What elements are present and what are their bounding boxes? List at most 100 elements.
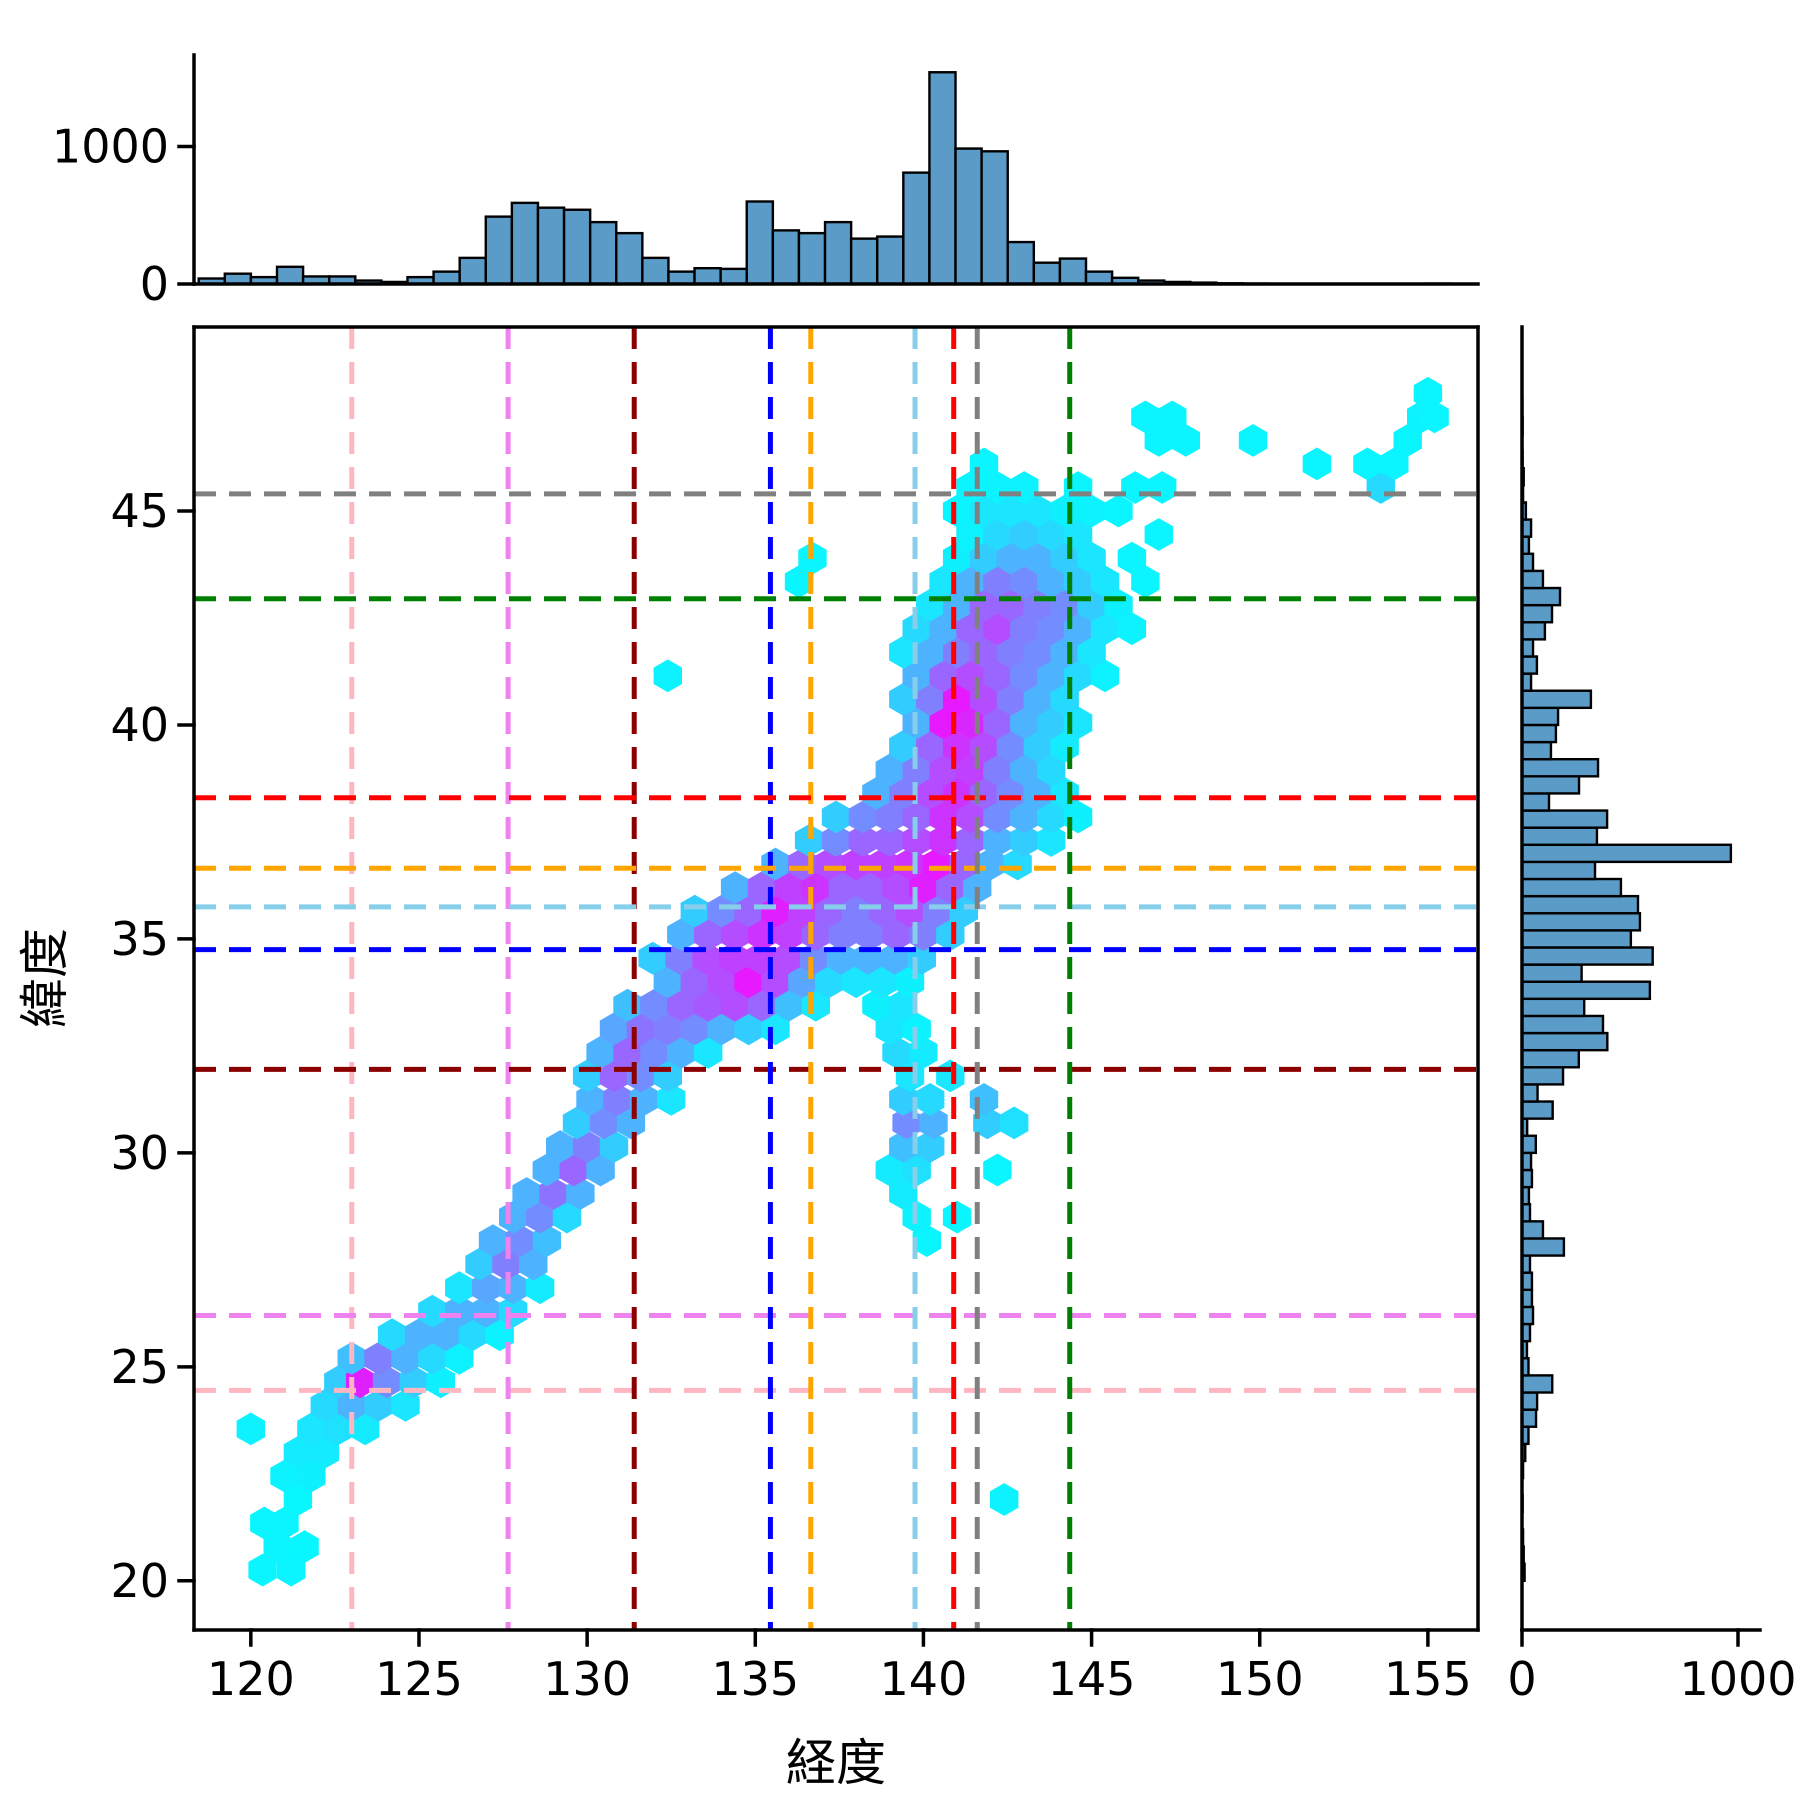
hex-cell [916, 635, 945, 669]
hex-cell [297, 1412, 326, 1446]
hex-cell [720, 918, 750, 951]
hex-cell [1090, 565, 1120, 598]
hex-cell [983, 518, 1012, 551]
hex-cell [815, 965, 844, 999]
hex-cell [694, 918, 723, 951]
hex-cell [599, 1012, 629, 1046]
hex-cell [1353, 447, 1382, 481]
hex-cell [603, 1083, 632, 1116]
top-hist-bar [615, 231, 644, 286]
hex-cell [418, 1341, 447, 1375]
right-hist-bar [1520, 1048, 1581, 1069]
hex-cell [1037, 800, 1066, 834]
hex-cell [630, 1083, 659, 1116]
top-hist-bar [667, 270, 696, 286]
hex-cell [1010, 659, 1039, 693]
hex-cell [445, 1341, 474, 1375]
hex-cell [875, 824, 904, 857]
hex-cell [694, 988, 723, 1022]
hexbin-layer [236, 376, 1449, 1587]
hex-cell [707, 1012, 736, 1046]
hex-cell [589, 1106, 619, 1140]
hex-cell [996, 635, 1026, 669]
hex-cell [942, 777, 972, 810]
top-hist-bar [797, 231, 827, 286]
y-tick-label: 30 [110, 1126, 169, 1180]
top-hist-bar [928, 71, 957, 286]
hex-cell [916, 1130, 945, 1163]
hex-cell [902, 824, 931, 857]
hex-cell [1037, 518, 1066, 551]
x-tick-label: 150 [1216, 1652, 1304, 1706]
hex-cell [248, 1553, 277, 1587]
hex-cell [1023, 682, 1052, 716]
hex-cell [942, 730, 972, 763]
hex-cell [1037, 706, 1066, 740]
hex-cell [942, 494, 972, 528]
hex-cell [828, 918, 857, 951]
hex-cell [1144, 424, 1173, 457]
hex-cell [364, 1341, 393, 1375]
hex-cell [815, 894, 844, 928]
hex-cell [532, 1153, 561, 1187]
hex-cell [546, 1130, 575, 1163]
hex-cell [1023, 635, 1052, 669]
hex-cell [929, 706, 958, 740]
hex-cell [1077, 541, 1106, 575]
right-hist-bar [1520, 1100, 1554, 1120]
top-hist-bar [745, 200, 775, 286]
hex-cell [855, 871, 884, 904]
top-hist-bar [693, 266, 722, 286]
hex-cell [889, 777, 918, 810]
hex-cell [855, 918, 884, 951]
y-tick-label: 45 [110, 484, 169, 538]
hex-cell [983, 800, 1012, 834]
hex-cell [848, 800, 878, 834]
top-hist-bar [510, 201, 540, 286]
x-tick-label: 125 [375, 1652, 463, 1706]
hex-cell [1131, 400, 1160, 434]
right-hist-bar [1520, 740, 1553, 761]
y-tick-label: 25 [110, 1340, 169, 1394]
hex-cell [996, 494, 1026, 528]
right-hist-bar [1520, 621, 1547, 641]
hex-cell [1010, 753, 1039, 787]
right-hist-bar [1520, 1134, 1538, 1155]
hex-cell [996, 730, 1026, 763]
hex-cell [559, 1153, 588, 1187]
hex-cell [889, 730, 918, 763]
hex-cell [1158, 400, 1187, 434]
right-hist-bar [1520, 997, 1586, 1018]
hex-cell [990, 1483, 1019, 1516]
hex-cell [552, 1200, 582, 1234]
hex-cell [1010, 824, 1039, 857]
hex-cell [1037, 659, 1066, 693]
hex-cell [1144, 518, 1173, 551]
hex-cell [929, 565, 958, 598]
hex-cell [283, 1436, 313, 1469]
hex-cell [720, 988, 750, 1022]
hex-cell [297, 1459, 326, 1493]
hex-cell [458, 1318, 487, 1352]
right-hist-bar [1520, 1083, 1539, 1103]
hex-cell [653, 965, 682, 999]
hex-cell [942, 635, 972, 669]
hex-cell [680, 1012, 709, 1046]
hex-cell [694, 1035, 723, 1069]
hex-cell [667, 1035, 696, 1069]
hex-cell [277, 1553, 306, 1587]
hex-cell [667, 988, 696, 1022]
right-hist-bar [1520, 723, 1558, 744]
hex-cell [882, 918, 911, 951]
top-hist-bar [1084, 270, 1114, 286]
top-hist-bar [275, 265, 305, 286]
hex-cell [936, 871, 965, 904]
hex-cell [929, 824, 958, 857]
top-hist-bar [902, 171, 931, 286]
hex-cell [445, 1271, 474, 1305]
hex-cell [1117, 541, 1147, 575]
top-hist-bar [458, 256, 487, 286]
hex-cell [472, 1294, 501, 1328]
hex-cell [519, 1247, 548, 1281]
